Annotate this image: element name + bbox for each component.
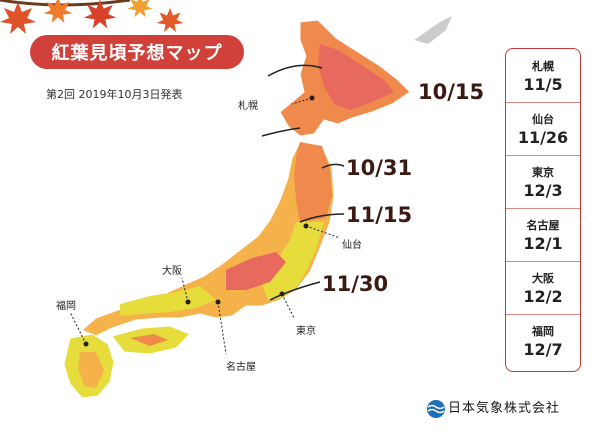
city-label-fukuoka: 福岡	[56, 301, 76, 312]
panel-row-tokyo: 東京 12/3	[506, 155, 580, 208]
panel-city: 仙台	[532, 113, 554, 126]
city-label-osaka: 大阪	[162, 266, 182, 277]
page-title: 紅葉見頃予想マップ	[51, 43, 223, 64]
panel-row-nagoya: 名古屋 12/1	[506, 208, 580, 261]
panel-date: 11/5	[523, 74, 563, 94]
date-label-1130: 11/30	[322, 272, 389, 296]
kyushu-region	[63, 333, 115, 399]
brand-name: 日本気象株式会社	[448, 401, 561, 416]
panel-city: 札幌	[532, 59, 554, 73]
panel-row-sapporo: 札幌 11/5	[506, 49, 580, 102]
date-label-1115: 11/15	[346, 203, 413, 227]
city-label-sapporo: 札幌	[238, 101, 258, 112]
panel-row-sendai: 仙台 11/26	[506, 102, 580, 155]
title-banner: 紅葉見頃予想マップ	[30, 35, 244, 69]
weather-wave-logo-icon	[427, 400, 445, 418]
panel-city: 福岡	[532, 325, 554, 338]
panel-city: 名古屋	[526, 219, 560, 232]
maple-leaf-icon	[127, 0, 153, 18]
city-markers	[83, 95, 315, 347]
panel-city: 大阪	[532, 272, 554, 285]
panel-row-osaka: 大阪 12/2	[506, 261, 580, 314]
city-pointers	[69, 97, 341, 355]
shikoku-region	[111, 325, 191, 355]
maple-leaf-icon	[83, 0, 117, 29]
city-label-nagoya: 名古屋	[226, 362, 256, 373]
date-label-1031: 10/31	[346, 156, 413, 180]
brand-logo: 日本気象株式会社	[422, 397, 560, 416]
city-label-tokyo: 東京	[296, 326, 316, 337]
panel-date: 12/2	[523, 287, 563, 306]
honshu-region	[81, 141, 335, 337]
announcement-subtitle: 第2回 2019年10月3日発表	[46, 88, 183, 101]
panel-date: 12/7	[523, 340, 563, 359]
city-date-panel: 札幌 11/5 仙台 11/26 東京 12/3 名古屋 12/1 大阪 12/…	[505, 48, 581, 372]
maple-leaf-icon	[0, 2, 36, 34]
panel-date: 12/3	[523, 181, 563, 200]
hokkaido-region	[279, 16, 452, 137]
panel-date: 12/1	[523, 234, 563, 253]
panel-date: 11/26	[517, 128, 569, 147]
city-label-sendai: 仙台	[342, 240, 362, 251]
maple-leaf-icon	[156, 8, 184, 32]
maple-leaves-decoration	[0, 0, 184, 34]
panel-city: 東京	[532, 166, 554, 179]
isolines	[261, 64, 345, 301]
maple-leaf-icon	[43, 0, 73, 23]
panel-row-fukuoka: 福岡 12/7	[506, 314, 580, 367]
date-label-1015: 10/15	[418, 80, 485, 104]
